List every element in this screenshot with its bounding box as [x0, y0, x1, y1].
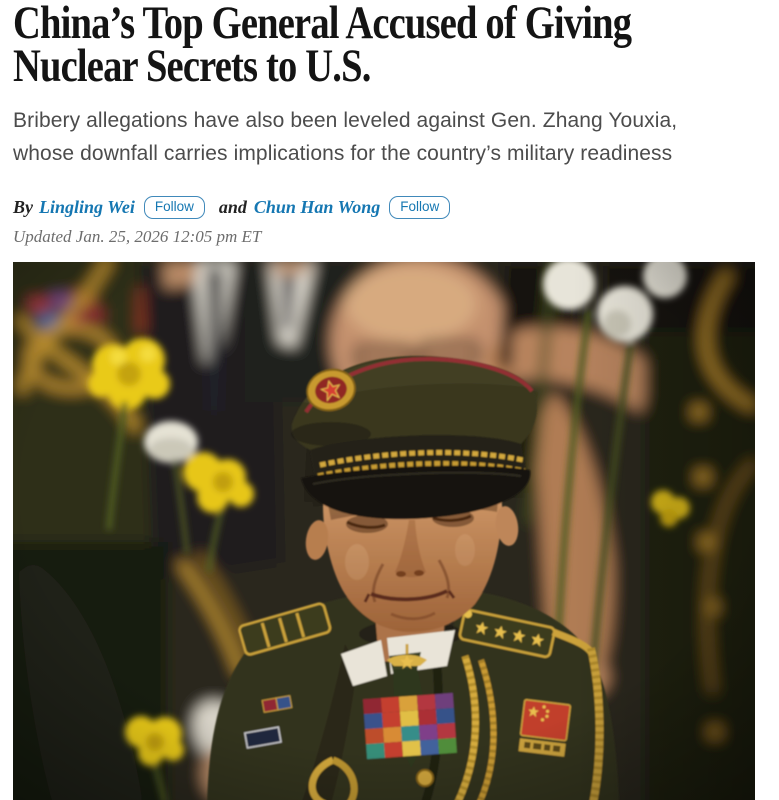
follow-button-lingling-wei[interactable]: Follow	[143, 195, 205, 219]
article-headline-text: China’s Top General Accused of Giving Nu…	[13, 0, 632, 92]
byline-prefix: By	[13, 197, 33, 217]
author-link-chun-han-wong[interactable]: Chun Han Wong	[253, 197, 381, 217]
article-subheadline: Bribery allegations have also been level…	[13, 109, 678, 165]
author-link-lingling-wei[interactable]: Lingling Wei	[39, 197, 135, 217]
article-headline: China’s Top General Accused of Giving Nu…	[13, 0, 755, 92]
byline: By Lingling Wei Follow and Chun Han Wong…	[13, 194, 755, 220]
article-hero-image	[13, 262, 755, 800]
article-timestamp: Updated Jan. 25, 2026 12:05 pm ET	[13, 227, 262, 246]
follow-button-chun-han-wong[interactable]: Follow	[389, 195, 451, 219]
byline-conjunction: and	[218, 197, 247, 217]
